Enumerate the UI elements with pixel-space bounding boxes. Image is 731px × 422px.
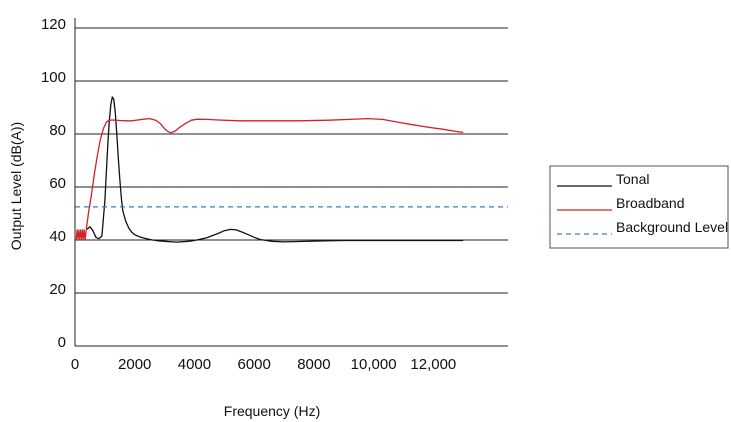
x-tick-label: 6000	[237, 356, 270, 373]
x-tick-label: 12,000	[410, 356, 456, 373]
series-lines	[75, 96, 508, 243]
x-tick-label: 0	[71, 356, 79, 373]
y-tick-label: 120	[41, 16, 66, 33]
broadband-low-frequency-spikes	[75, 229, 87, 241]
series-line-broadband	[85, 117, 464, 230]
legend-entry: Broadband	[616, 195, 685, 211]
broadband-spike-cluster	[75, 229, 87, 241]
y-axis-label: Output Level (dB(A))	[8, 122, 24, 250]
legend-frame	[549, 165, 729, 249]
x-tick-label: 10,000	[351, 356, 397, 373]
x-axis-label: Frequency (Hz)	[224, 403, 320, 419]
legend-entry: Tonal	[616, 171, 649, 187]
x-tick-label: 8000	[297, 356, 330, 373]
x-tick-label: 2000	[118, 356, 151, 373]
series-line-tonal	[86, 96, 464, 243]
y-tick-label: 20	[49, 281, 66, 298]
y-tick-label: 40	[49, 228, 66, 245]
y-tick-label: 0	[58, 334, 66, 351]
y-tick-label: 60	[49, 175, 66, 192]
axes	[74, 18, 508, 347]
legend-entry: Background Level	[616, 219, 728, 235]
legend: Tonal Broadband Background Level	[549, 165, 729, 249]
y-tick-label: 80	[49, 122, 66, 139]
tick-labels: 0 20 40 60 80 100 120 0 2000 4000 6000 8000 10,000 12…	[41, 16, 456, 373]
y-tick-label: 100	[41, 69, 66, 86]
x-tick-label: 4000	[178, 356, 211, 373]
gridlines	[75, 27, 508, 294]
